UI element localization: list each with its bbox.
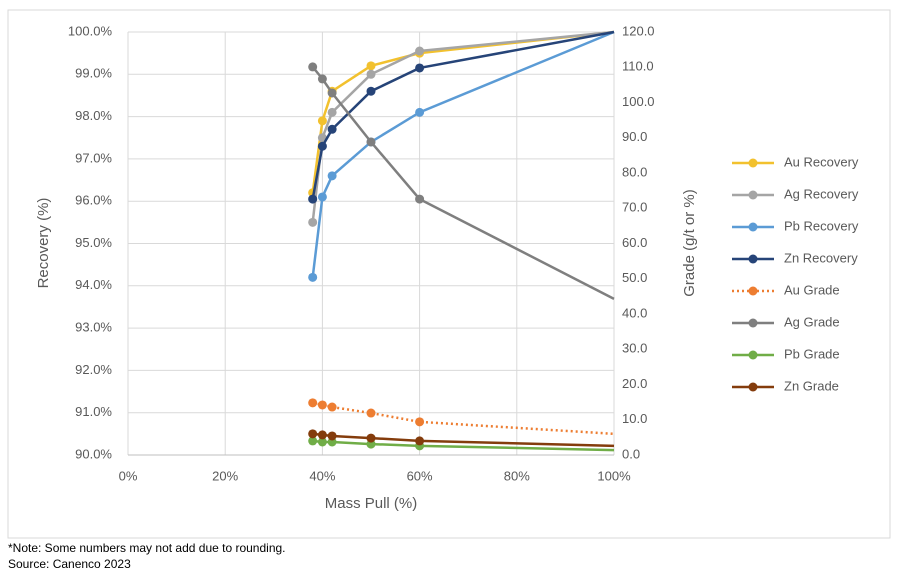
- x-tick-label: 100%: [597, 468, 631, 483]
- point: [327, 124, 337, 134]
- point: [327, 88, 337, 98]
- y-tick-label: 94.0%: [75, 277, 112, 292]
- y-tick-label: 100.0%: [68, 23, 113, 38]
- point: [366, 137, 376, 147]
- y-tick-label: 99.0%: [75, 66, 112, 81]
- legend-label: Ag Recovery: [784, 186, 859, 201]
- x-tick-label: 80%: [504, 468, 530, 483]
- y2-tick-label: 10.0: [622, 411, 647, 426]
- y2-tick-label: 60.0: [622, 235, 647, 250]
- point: [366, 86, 376, 96]
- y2-tick-label: 80.0: [622, 164, 647, 179]
- y-tick-label: 97.0%: [75, 150, 112, 165]
- point: [317, 192, 327, 202]
- point: [366, 69, 376, 79]
- y2-tick-label: 30.0: [622, 341, 647, 356]
- legend-marker: [748, 286, 758, 296]
- chart-border: [7, 9, 891, 539]
- legend-label: Pb Recovery: [784, 218, 859, 233]
- point: [415, 194, 425, 204]
- legend-label: Zn Grade: [784, 378, 839, 393]
- point: [317, 430, 327, 440]
- source: Source: Canenco 2023: [8, 557, 131, 571]
- x-tick-label: 0%: [119, 468, 138, 483]
- y-axis-title: Recovery (%): [35, 198, 52, 289]
- point: [327, 171, 337, 181]
- y-tick-label: 91.0%: [75, 404, 112, 419]
- point: [308, 62, 318, 72]
- point: [317, 437, 327, 447]
- chart: Recovery (%) Grade (g/t or %) Mass Pull …: [7, 9, 891, 539]
- y2-axis-title: Grade (g/t or %): [681, 189, 698, 297]
- legend-marker: [748, 350, 758, 360]
- y2-tick-label: 40.0: [622, 305, 647, 320]
- point: [308, 272, 318, 282]
- point: [308, 217, 318, 227]
- point: [366, 433, 376, 443]
- series-line: [311, 30, 615, 200]
- legend-marker: [748, 158, 758, 168]
- point: [366, 61, 376, 71]
- point: [317, 141, 327, 151]
- y-tick-label: 93.0%: [75, 320, 112, 335]
- x-tick-label: 60%: [407, 468, 433, 483]
- y2-tick-label: 100.0: [622, 94, 655, 109]
- point: [366, 408, 376, 418]
- point: [415, 63, 425, 73]
- point: [308, 398, 318, 408]
- point: [415, 107, 425, 117]
- x-tick-label: 20%: [212, 468, 238, 483]
- series-line: [311, 30, 615, 193]
- y2-tick-label: 110.0: [622, 59, 654, 74]
- y2-tick-label: 50.0: [622, 270, 647, 285]
- point: [415, 417, 425, 427]
- legend-label: Pb Grade: [784, 346, 840, 361]
- point: [308, 429, 318, 439]
- legend-marker: [748, 222, 758, 232]
- y2-tick-label: 90.0: [622, 129, 647, 144]
- point: [327, 402, 337, 412]
- legend-marker: [748, 254, 758, 264]
- x-tick-label: 40%: [309, 468, 335, 483]
- point: [317, 74, 327, 84]
- y-tick-label: 96.0%: [75, 193, 112, 208]
- series-line: [311, 30, 615, 278]
- point: [308, 194, 318, 204]
- legend-label: Au Grade: [784, 282, 840, 297]
- legend-label: Ag Grade: [784, 314, 840, 329]
- y2-tick-label: 0.0: [622, 446, 640, 461]
- note: *Note: Some numbers may not add due to r…: [8, 541, 286, 555]
- y-tick-label: 98.0%: [75, 108, 112, 123]
- point: [327, 107, 337, 117]
- y2-tick-label: 70.0: [622, 200, 647, 215]
- y-tick-label: 92.0%: [75, 362, 112, 377]
- y-tick-label: 90.0%: [75, 446, 112, 461]
- legend-label: Au Recovery: [784, 154, 859, 169]
- point: [317, 400, 327, 410]
- x-axis-title: Mass Pull (%): [325, 495, 418, 512]
- point: [317, 116, 327, 126]
- legend-marker: [748, 190, 758, 200]
- y2-tick-label: 20.0: [622, 376, 647, 391]
- point: [415, 436, 425, 446]
- point: [327, 431, 337, 441]
- series-line: [312, 401, 615, 436]
- legend-marker: [748, 318, 758, 328]
- legend-label: Zn Recovery: [784, 250, 858, 265]
- legend-marker: [748, 382, 758, 392]
- y2-tick-label: 120.0: [622, 23, 655, 38]
- y-tick-label: 95.0%: [75, 235, 112, 250]
- point: [308, 436, 318, 446]
- point: [415, 46, 425, 56]
